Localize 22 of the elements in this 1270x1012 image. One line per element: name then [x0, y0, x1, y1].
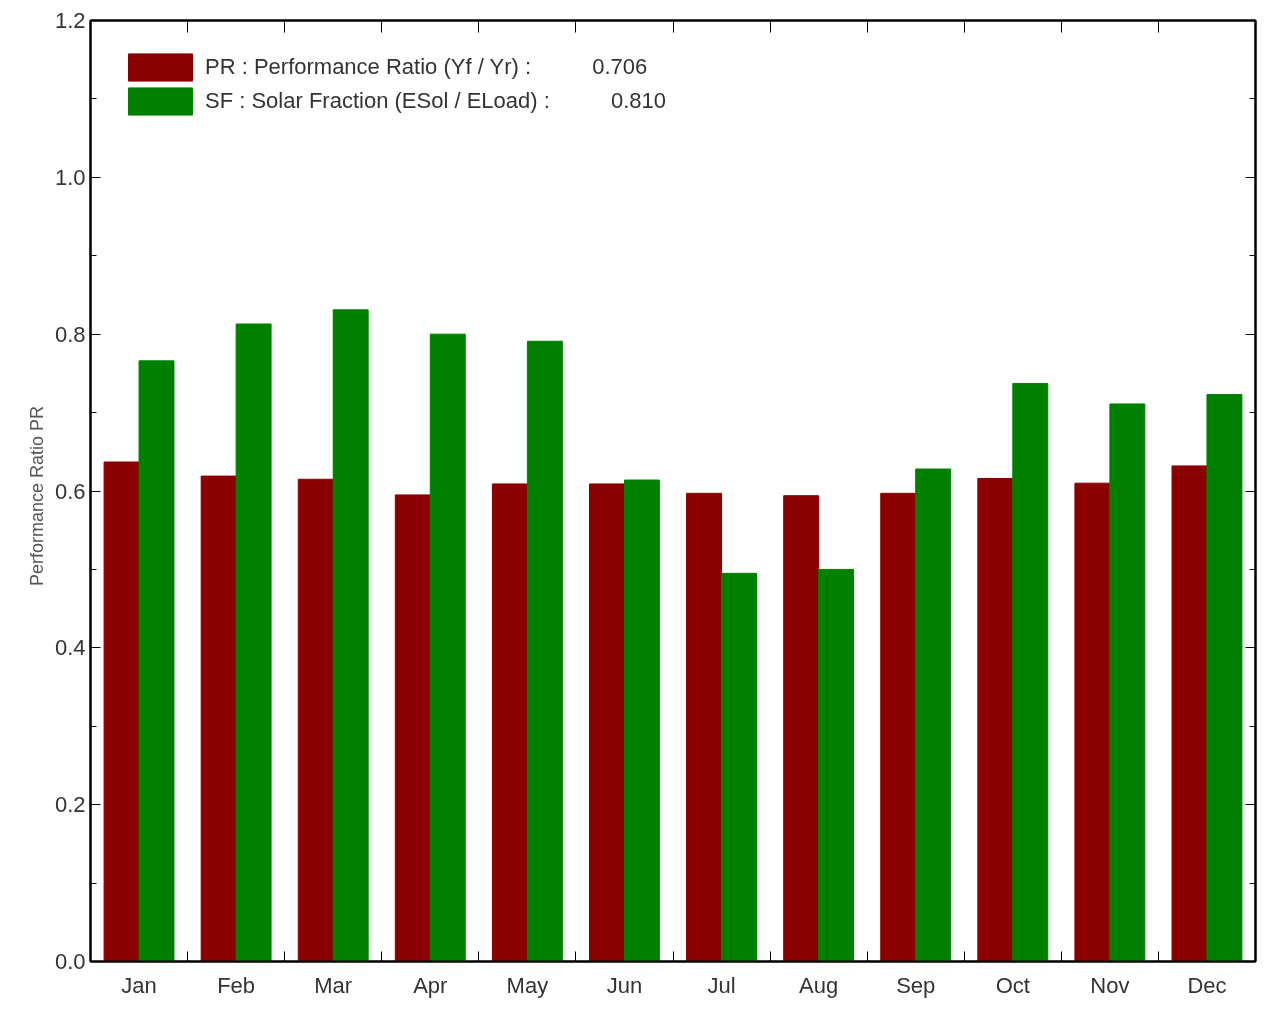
x-tick-label: Apr — [413, 972, 448, 998]
y-tick-label: 0.4 — [54, 635, 86, 661]
x-tick-label: Mar — [314, 972, 353, 998]
y-tick-label: 1.0 — [54, 164, 86, 190]
x-tick-label: Jul — [707, 972, 736, 998]
y-tick-label: 0.8 — [54, 321, 86, 347]
x-tick-label: Nov — [1090, 972, 1130, 998]
x-tick-label: Oct — [995, 972, 1030, 998]
y-tick-label: 0.0 — [54, 949, 86, 974]
x-tick-label: Dec — [1187, 972, 1227, 998]
x-tick-label: Sep — [896, 972, 936, 998]
x-tick-label: Jan — [121, 972, 157, 998]
legend-label: SF : Solar Fraction (ESol / ELoad) : 0.810 — [205, 88, 666, 114]
x-tick-label: May — [506, 972, 549, 998]
y-tick-label: 0.6 — [54, 478, 86, 504]
y-axis-title: Performance Ratio PR — [26, 405, 47, 587]
legend-label: PR : Performance Ratio (Yf / Yr) : 0.706 — [205, 54, 648, 80]
y-tick-label: 1.2 — [54, 8, 86, 33]
x-tick-label: Jun — [606, 972, 643, 998]
x-tick-label: Feb — [217, 972, 256, 998]
y-tick-label: 0.2 — [54, 792, 86, 818]
x-tick-label: Aug — [799, 972, 839, 998]
